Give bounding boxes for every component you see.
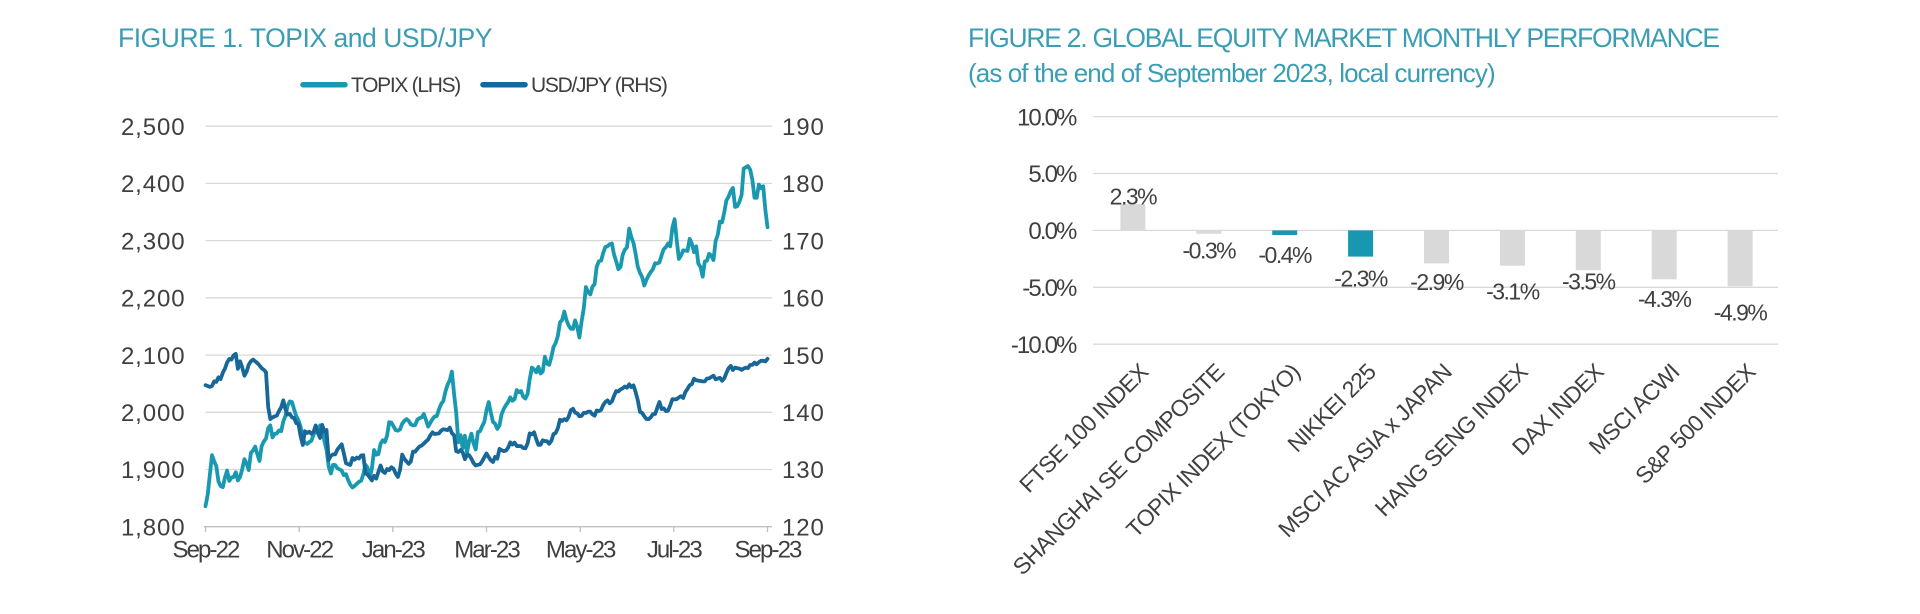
- svg-text:150: 150: [782, 343, 825, 370]
- svg-text:2,400: 2,400: [121, 171, 186, 198]
- svg-text:2,500: 2,500: [121, 114, 186, 141]
- svg-text:2,000: 2,000: [121, 400, 186, 427]
- svg-text:140: 140: [782, 400, 825, 427]
- svg-text:-3.1%: -3.1%: [1486, 278, 1540, 304]
- svg-text:Sep-23: Sep-23: [735, 537, 803, 564]
- svg-text:2,100: 2,100: [121, 343, 186, 370]
- svg-text:FIGURE 1. TOPIX and USD/JPY: FIGURE 1. TOPIX and USD/JPY: [118, 23, 493, 53]
- svg-text:TOPIX (LHS): TOPIX (LHS): [351, 74, 460, 97]
- svg-text:0.0%: 0.0%: [1028, 218, 1077, 245]
- svg-text:-0.4%: -0.4%: [1258, 242, 1312, 268]
- svg-text:120: 120: [782, 514, 825, 541]
- svg-text:-4.3%: -4.3%: [1638, 286, 1692, 312]
- svg-text:2,200: 2,200: [121, 286, 186, 313]
- svg-text:-3.5%: -3.5%: [1562, 269, 1616, 295]
- svg-text:1,900: 1,900: [121, 457, 186, 484]
- svg-text:-2.9%: -2.9%: [1410, 269, 1464, 295]
- svg-text:2,300: 2,300: [121, 228, 186, 255]
- svg-text:May-23: May-23: [546, 537, 616, 564]
- svg-text:Mar-23: Mar-23: [454, 537, 520, 564]
- svg-text:190: 190: [782, 114, 825, 141]
- svg-text:USD/JPY (RHS): USD/JPY (RHS): [531, 74, 667, 97]
- svg-text:-2.3%: -2.3%: [1334, 265, 1388, 291]
- svg-text:10.0%: 10.0%: [1017, 104, 1077, 131]
- svg-text:Sep-22: Sep-22: [173, 537, 241, 564]
- svg-text:(as of the end of September 20: (as of the end of September 2023, local …: [968, 58, 1495, 88]
- svg-text:-0.3%: -0.3%: [1183, 237, 1237, 263]
- svg-text:FIGURE 2. GLOBAL EQUITY MARKET: FIGURE 2. GLOBAL EQUITY MARKET MONTHLY P…: [968, 23, 1719, 53]
- svg-text:160: 160: [782, 286, 825, 313]
- svg-text:170: 170: [782, 228, 825, 255]
- svg-text:Jul-23: Jul-23: [647, 537, 703, 564]
- svg-text:5.0%: 5.0%: [1028, 161, 1077, 188]
- svg-text:-10.0%: -10.0%: [1011, 332, 1077, 359]
- svg-text:-5.0%: -5.0%: [1022, 275, 1077, 302]
- svg-text:Jan-23: Jan-23: [362, 537, 426, 564]
- svg-text:180: 180: [782, 171, 825, 198]
- svg-text:-4.9%: -4.9%: [1714, 299, 1768, 325]
- svg-text:1,800: 1,800: [121, 514, 186, 541]
- svg-text:2.3%: 2.3%: [1110, 183, 1157, 209]
- svg-text:Nov-22: Nov-22: [266, 537, 334, 564]
- svg-text:130: 130: [782, 457, 825, 484]
